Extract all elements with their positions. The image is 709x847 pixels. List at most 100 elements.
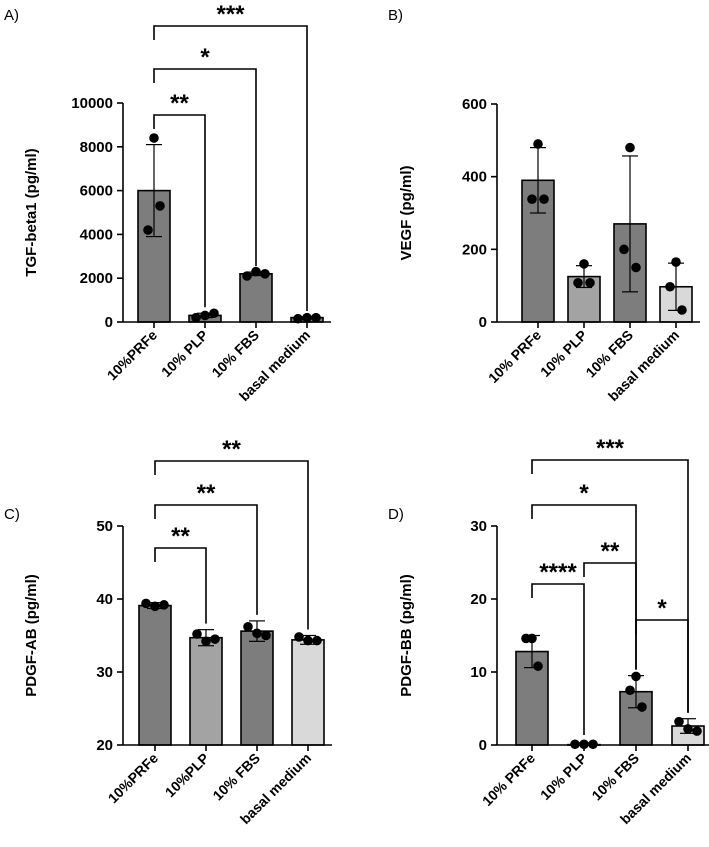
y-tick-label: 20 bbox=[96, 737, 113, 754]
data-point bbox=[251, 266, 261, 277]
chart-panel-1: A) 0 2000 4000 6000 8000 10000 TGF-beta1 (pg/ml… bbox=[4, 1, 331, 404]
significance-bracket bbox=[154, 504, 258, 615]
data-point bbox=[585, 277, 595, 288]
category-label: 10% PLP bbox=[537, 327, 590, 380]
y-tick-label: 0 bbox=[479, 314, 487, 331]
data-point bbox=[674, 716, 684, 727]
data-point bbox=[521, 633, 531, 644]
significance-bracket bbox=[583, 562, 637, 670]
y-tick-label: 200 bbox=[462, 241, 487, 258]
significance-bracket bbox=[531, 583, 585, 735]
chart-panel-3: C) 20 30 40 50 PDGF-AB (pg/ml) 10%PRFe 10%PLP10… bbox=[4, 436, 332, 827]
data-point bbox=[692, 726, 702, 736]
data-point bbox=[619, 244, 629, 255]
panel-label: B) bbox=[388, 7, 403, 24]
data-point bbox=[625, 142, 635, 153]
y-axis-label: TGF-beta1 (pg/ml) bbox=[23, 148, 40, 276]
significance-label: * bbox=[657, 595, 667, 622]
panel-label: A) bbox=[4, 7, 19, 24]
data-point bbox=[625, 685, 635, 696]
data-point bbox=[143, 225, 153, 235]
data-point bbox=[637, 702, 647, 712]
panel-label: C) bbox=[4, 506, 20, 523]
data-point bbox=[533, 661, 543, 671]
y-tick-label: 400 bbox=[462, 169, 487, 186]
data-point bbox=[311, 312, 321, 323]
y-tick-label: 40 bbox=[96, 591, 113, 608]
category-label: 10% PLP bbox=[537, 750, 590, 803]
bar bbox=[291, 639, 325, 746]
data-point bbox=[294, 632, 304, 642]
data-point bbox=[200, 310, 210, 321]
data-point bbox=[665, 281, 675, 292]
data-point bbox=[293, 313, 303, 324]
significance-bracket bbox=[531, 459, 689, 713]
data-point bbox=[260, 269, 270, 279]
data-point bbox=[671, 257, 681, 267]
significance-label: *** bbox=[596, 435, 625, 462]
significance-bracket bbox=[154, 460, 309, 630]
data-point bbox=[192, 629, 202, 639]
data-point bbox=[539, 194, 549, 204]
y-tick-label: 30 bbox=[470, 518, 487, 535]
y-tick-label: 0 bbox=[105, 314, 113, 331]
y-tick-label: 50 bbox=[96, 518, 113, 535]
data-point bbox=[252, 628, 262, 639]
panel-label: D) bbox=[388, 506, 404, 523]
significance-label: ** bbox=[601, 538, 620, 565]
significance-label: ** bbox=[170, 90, 189, 117]
significance-label: * bbox=[200, 44, 210, 71]
data-point bbox=[210, 634, 220, 644]
y-tick-label: 6000 bbox=[80, 183, 113, 200]
category-label: 10%PLP bbox=[162, 750, 212, 800]
data-point bbox=[201, 636, 211, 647]
data-point bbox=[573, 277, 583, 288]
significance-label: ** bbox=[222, 436, 241, 463]
data-point bbox=[303, 635, 313, 646]
data-point bbox=[149, 133, 159, 143]
significance-label: * bbox=[579, 480, 589, 507]
y-axis-label: PDGF-AB (pg/ml) bbox=[23, 574, 40, 696]
data-point bbox=[302, 312, 312, 323]
data-point bbox=[631, 262, 641, 273]
y-tick-label: 2000 bbox=[80, 270, 113, 287]
data-point bbox=[191, 312, 201, 323]
y-axis-label: PDGF-BB (pg/ml) bbox=[398, 574, 415, 696]
significance-bracket bbox=[531, 504, 637, 670]
category-label: 10% FBS bbox=[209, 750, 263, 804]
data-point bbox=[631, 671, 641, 682]
data-point bbox=[159, 600, 169, 610]
data-point bbox=[150, 601, 160, 612]
significance-bracket bbox=[153, 25, 308, 311]
data-point bbox=[261, 630, 271, 641]
significance-label: *** bbox=[216, 1, 245, 28]
data-point bbox=[533, 139, 543, 149]
significance-label: ** bbox=[171, 523, 190, 550]
data-point bbox=[141, 598, 151, 609]
bar bbox=[138, 604, 172, 746]
y-tick-label: 0 bbox=[479, 737, 487, 754]
y-tick-label: 30 bbox=[96, 664, 113, 681]
y-tick-label: 600 bbox=[462, 96, 487, 113]
y-tick-label: 8000 bbox=[80, 139, 113, 156]
data-point bbox=[677, 305, 687, 315]
bar bbox=[189, 636, 223, 746]
data-point bbox=[209, 308, 219, 319]
significance-label: **** bbox=[539, 559, 577, 586]
data-point bbox=[312, 635, 322, 646]
data-point bbox=[242, 271, 252, 281]
data-point bbox=[579, 259, 589, 269]
category-label: 10% FBS bbox=[208, 327, 262, 381]
data-point bbox=[155, 201, 165, 211]
data-point bbox=[683, 724, 693, 734]
significance-bracket bbox=[154, 547, 207, 624]
y-tick-label: 4000 bbox=[80, 226, 113, 243]
data-point bbox=[527, 194, 537, 204]
bar bbox=[240, 630, 274, 746]
y-tick-label: 10000 bbox=[71, 95, 113, 112]
category-label: 10% PRFe bbox=[479, 750, 538, 809]
y-tick-label: 10 bbox=[470, 664, 487, 681]
significance-bracket bbox=[153, 114, 206, 308]
